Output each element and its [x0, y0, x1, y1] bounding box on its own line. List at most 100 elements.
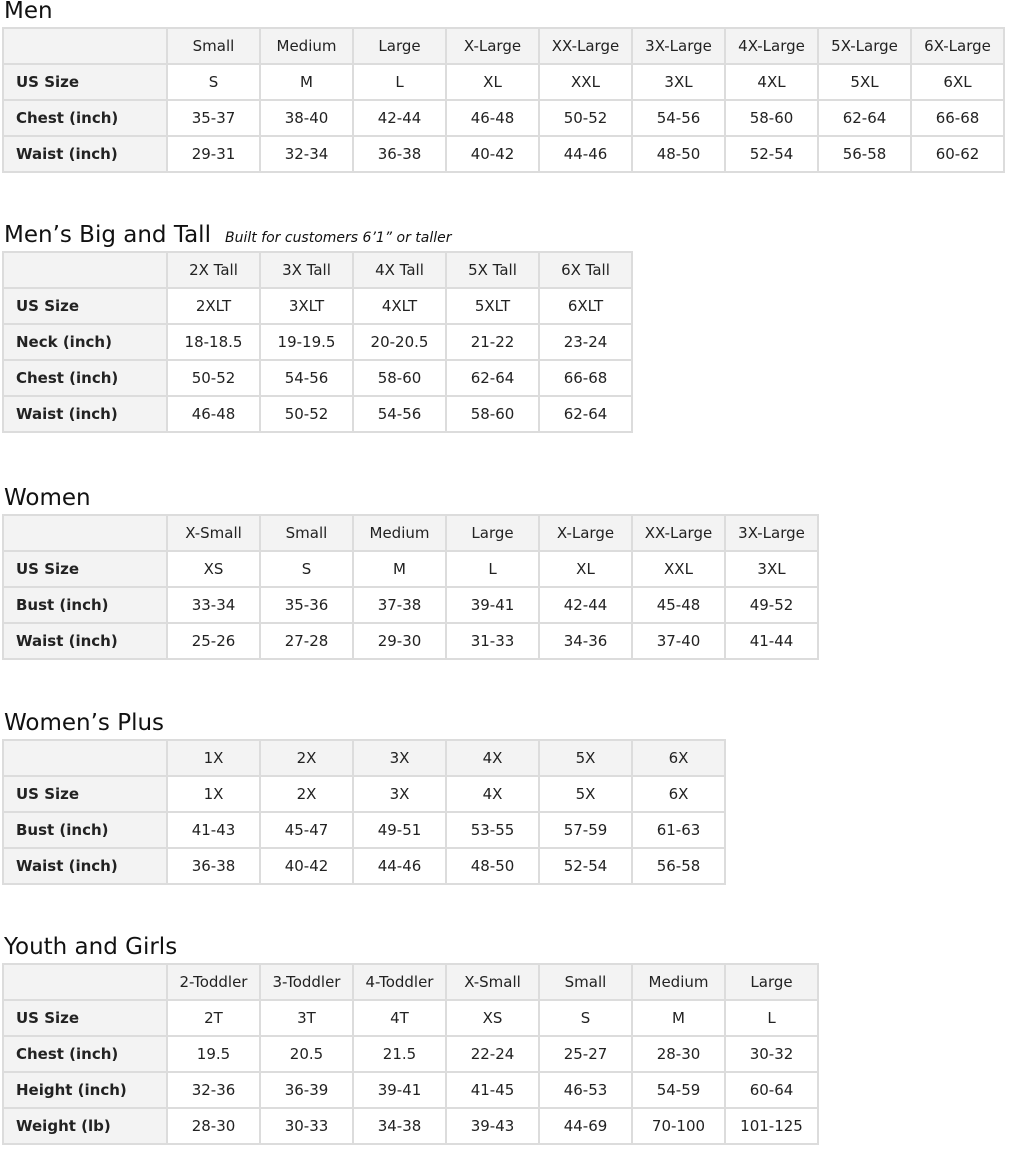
corner-cell — [2, 27, 168, 65]
column-header: 3X — [352, 739, 447, 777]
table-cell: 49-52 — [724, 586, 819, 624]
table-cell: XL — [538, 550, 633, 588]
column-header: 3-Toddler — [259, 963, 354, 1001]
table-cell: 62-64 — [817, 99, 912, 137]
header-row: X-Small Small Medium Large X-Large XX-Large 3X… — [2, 514, 819, 552]
table-cell: 41-44 — [724, 622, 819, 660]
table-cell: S — [166, 63, 261, 101]
size-section: Youth and Girls 2-Toddler 3-Toddler 4-Toddl… — [2, 934, 819, 1145]
table-row: Bust (inch) 33-34 35-36 37-38 39-41 42-44 45-4… — [2, 586, 819, 624]
column-header: 6X-Large — [910, 27, 1005, 65]
table-cell: 45-47 — [259, 811, 354, 849]
table-cell: 48-50 — [631, 135, 726, 173]
table-cell: 57-59 — [538, 811, 633, 849]
section-title-text: Women’s Plus — [4, 710, 165, 736]
column-header: Medium — [259, 27, 354, 65]
table-row: US Size XS S M L XL XXL 3XL — [2, 550, 819, 588]
corner-cell — [2, 739, 168, 777]
column-header: 5X-Large — [817, 27, 912, 65]
table-cell: 40-42 — [259, 847, 354, 885]
column-header: 3X Tall — [259, 251, 354, 289]
table-cell: 50-52 — [166, 359, 261, 397]
table-cell: 42-44 — [538, 586, 633, 624]
row-label: Bust (inch) — [2, 586, 168, 624]
table-cell: 58-60 — [724, 99, 819, 137]
header-row: 1X 2X 3X 4X 5X 6X — [2, 739, 726, 777]
table-cell: 25-27 — [538, 1035, 633, 1073]
table-cell: L — [724, 999, 819, 1037]
table-cell: 66-68 — [538, 359, 633, 397]
table-cell: XXL — [631, 550, 726, 588]
column-header: X-Large — [445, 27, 540, 65]
section-title: Youth and Girls — [4, 934, 819, 960]
section-title: Men’s Big and Tall Built for customers 6’… — [4, 222, 633, 248]
table-cell: 39-41 — [445, 586, 540, 624]
table-cell: XS — [445, 999, 540, 1037]
column-header: Small — [166, 27, 261, 65]
row-label: US Size — [2, 63, 168, 101]
table-cell: 18-18.5 — [166, 323, 261, 361]
table-row: Neck (inch) 18-18.5 19-19.5 20-20.5 21-22 23-… — [2, 323, 633, 361]
table-cell: 3T — [259, 999, 354, 1037]
table-cell: 3XLT — [259, 287, 354, 325]
table-cell: 3XL — [724, 550, 819, 588]
row-label: Waist (inch) — [2, 395, 168, 433]
table-cell: 48-50 — [445, 847, 540, 885]
table-cell: 28-30 — [631, 1035, 726, 1073]
table-cell: 34-36 — [538, 622, 633, 660]
table-cell: M — [352, 550, 447, 588]
column-header: Large — [445, 514, 540, 552]
size-table: Small Medium Large X-Large XX-Large 3X-Large 4… — [2, 27, 1005, 173]
table-cell: 46-48 — [166, 395, 261, 433]
table-row: Weight (lb) 28-30 30-33 34-38 39-43 44-69 70-1… — [2, 1107, 819, 1145]
table-cell: 35-37 — [166, 99, 261, 137]
header-row: 2-Toddler 3-Toddler 4-Toddler X-Small Small M… — [2, 963, 819, 1001]
table-cell: 44-46 — [352, 847, 447, 885]
row-label: Bust (inch) — [2, 811, 168, 849]
table-cell: 44-69 — [538, 1107, 633, 1145]
column-header: Medium — [352, 514, 447, 552]
table-cell: 37-38 — [352, 586, 447, 624]
size-table: 1X 2X 3X 4X 5X 6X US Size 1X 2X 3X 4X 5X 6X Bust (inc… — [2, 739, 726, 885]
table-cell: XXL — [538, 63, 633, 101]
table-cell: 49-51 — [352, 811, 447, 849]
row-label: Chest (inch) — [2, 99, 168, 137]
table-cell: 6X — [631, 775, 726, 813]
table-cell: 54-56 — [631, 99, 726, 137]
column-header: X-Small — [445, 963, 540, 1001]
table-cell: 56-58 — [631, 847, 726, 885]
table-cell: 46-48 — [445, 99, 540, 137]
table-cell: 52-54 — [724, 135, 819, 173]
column-header: Medium — [631, 963, 726, 1001]
table-cell: 56-58 — [817, 135, 912, 173]
section-title-text: Men — [4, 0, 53, 24]
column-header: 5X — [538, 739, 633, 777]
table-cell: M — [631, 999, 726, 1037]
size-table: 2-Toddler 3-Toddler 4-Toddler X-Small Small M… — [2, 963, 819, 1145]
column-header: 4X — [445, 739, 540, 777]
table-cell: 38-40 — [259, 99, 354, 137]
row-label: Weight (lb) — [2, 1107, 168, 1145]
table-cell: 29-31 — [166, 135, 261, 173]
column-header: 3X-Large — [724, 514, 819, 552]
table-row: US Size 2T 3T 4T XS S M L — [2, 999, 819, 1037]
table-cell: 2XLT — [166, 287, 261, 325]
section-subtitle: Built for customers 6’1” or taller — [224, 230, 452, 246]
table-row: US Size S M L XL XXL 3XL 4XL 5XL 6XL — [2, 63, 1005, 101]
table-cell: 2X — [259, 775, 354, 813]
table-cell: 53-55 — [445, 811, 540, 849]
row-label: Waist (inch) — [2, 135, 168, 173]
column-header: XX-Large — [538, 27, 633, 65]
table-cell: 20.5 — [259, 1035, 354, 1073]
column-header: 3X-Large — [631, 27, 726, 65]
table-row: Height (inch) 32-36 36-39 39-41 41-45 46-53 54… — [2, 1071, 819, 1109]
size-table: X-Small Small Medium Large X-Large XX-Large 3X… — [2, 514, 819, 660]
table-cell: 45-48 — [631, 586, 726, 624]
table-cell: 54-56 — [259, 359, 354, 397]
row-label: Height (inch) — [2, 1071, 168, 1109]
table-cell: 58-60 — [445, 395, 540, 433]
row-label: US Size — [2, 999, 168, 1037]
table-cell: 42-44 — [352, 99, 447, 137]
section-title-text: Women — [4, 485, 91, 511]
table-cell: 22-24 — [445, 1035, 540, 1073]
